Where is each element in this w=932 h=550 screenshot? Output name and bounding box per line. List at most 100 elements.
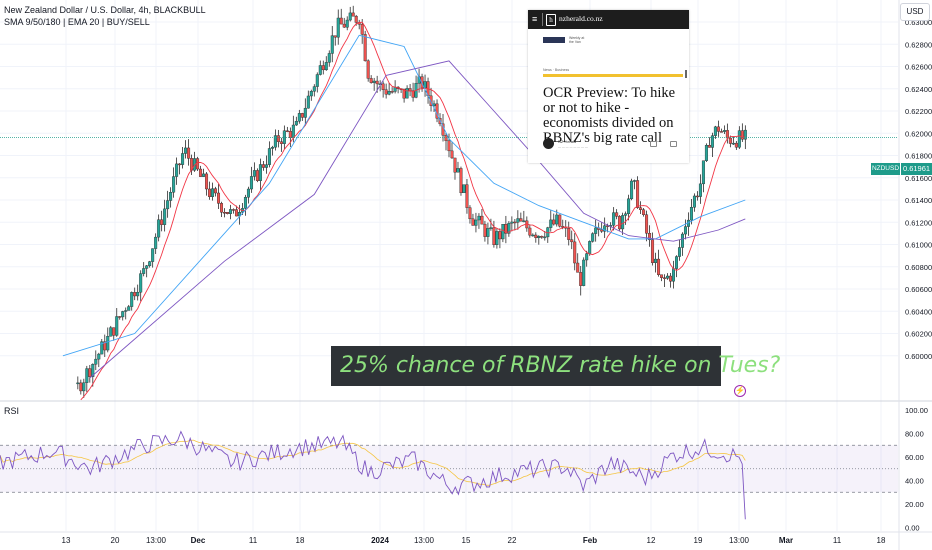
candle-up bbox=[722, 130, 726, 132]
candle-down bbox=[429, 95, 433, 106]
time-axis[interactable]: 13 20 13:00 Dec 11 18 2024 13:00 15 22 Feb 12 19 13:0… bbox=[62, 536, 886, 545]
candle-up bbox=[121, 311, 125, 318]
candle-down bbox=[480, 215, 484, 225]
candle-down bbox=[573, 241, 577, 264]
candle-down bbox=[483, 223, 487, 237]
candle-up bbox=[100, 341, 104, 355]
candle-down bbox=[375, 80, 379, 85]
candle-up bbox=[555, 214, 559, 225]
time-tick-label: 12 bbox=[647, 536, 656, 545]
time-tick-label: 11 bbox=[249, 536, 258, 545]
candle-down bbox=[285, 130, 289, 132]
candle-down bbox=[222, 212, 226, 214]
candle-down bbox=[402, 88, 406, 99]
candle-down bbox=[351, 12, 355, 17]
candle-up bbox=[163, 208, 167, 225]
candle-up bbox=[294, 121, 298, 126]
candle-up bbox=[495, 231, 499, 245]
candle-up bbox=[166, 200, 170, 210]
candle-up bbox=[654, 258, 658, 263]
candle-up bbox=[228, 209, 232, 214]
candle-up bbox=[582, 259, 586, 286]
candle-up bbox=[692, 195, 696, 208]
candle-up bbox=[698, 183, 702, 197]
candle-up bbox=[627, 198, 631, 214]
breadcrumb: News · Business bbox=[543, 68, 570, 72]
candle-up bbox=[510, 221, 514, 224]
candle-down bbox=[561, 226, 565, 228]
symbol-tag: NZDUSD bbox=[871, 163, 900, 175]
candle-up bbox=[258, 164, 262, 181]
candle-up bbox=[124, 310, 128, 312]
candle-up bbox=[175, 163, 179, 177]
candle-up bbox=[603, 225, 607, 232]
candle-up bbox=[85, 368, 89, 383]
rsi-label[interactable]: RSI bbox=[4, 406, 20, 416]
time-tick-label: 22 bbox=[508, 536, 517, 545]
candle-up bbox=[522, 220, 526, 223]
indicator-legend[interactable]: SMA 9/50/180 | EMA 20 | BUY/SELL bbox=[4, 17, 150, 27]
candle-down bbox=[468, 207, 472, 220]
rsi-tick-label: 0.00 bbox=[905, 524, 920, 533]
candle-down bbox=[567, 228, 571, 240]
price-tick-label: 0.62800 bbox=[905, 40, 932, 49]
candle-down bbox=[498, 231, 502, 240]
candle-up bbox=[713, 126, 717, 136]
candle-up bbox=[318, 65, 322, 75]
candle-down bbox=[178, 163, 182, 166]
author-avatar bbox=[543, 138, 554, 149]
candle-up bbox=[348, 12, 352, 21]
candle-down bbox=[390, 91, 394, 93]
candle-up bbox=[273, 135, 277, 148]
candle-up bbox=[683, 226, 687, 235]
lightning-event-icon[interactable]: ⚡ bbox=[734, 385, 746, 397]
candle-up bbox=[372, 80, 376, 83]
candle-down bbox=[112, 327, 116, 336]
currency-unit-button[interactable]: USD bbox=[900, 3, 930, 21]
price-tick-label: 0.62000 bbox=[905, 129, 932, 138]
candle-down bbox=[369, 78, 373, 83]
candle-down bbox=[255, 170, 259, 181]
candle-up bbox=[157, 219, 161, 238]
candle-down bbox=[513, 221, 517, 224]
price-tick-label: 0.62400 bbox=[905, 85, 932, 94]
rsi-tick-label: 60.00 bbox=[905, 453, 924, 462]
candle-down bbox=[300, 113, 304, 118]
candle-down bbox=[208, 188, 212, 197]
price-tick-label: 0.60000 bbox=[905, 352, 932, 361]
candle-down bbox=[707, 144, 711, 148]
candle-down bbox=[660, 274, 664, 278]
candle-up bbox=[624, 213, 628, 216]
candle-up bbox=[405, 88, 409, 99]
candle-down bbox=[615, 212, 619, 217]
candle-down bbox=[217, 192, 221, 204]
rsi-tick-label: 20.00 bbox=[905, 500, 924, 509]
candle-up bbox=[202, 173, 206, 177]
candle-down bbox=[471, 218, 475, 226]
candle-down bbox=[199, 168, 203, 177]
candle-down bbox=[492, 227, 496, 245]
candle-down bbox=[552, 219, 556, 225]
candle-up bbox=[680, 233, 684, 248]
candle-up bbox=[130, 292, 134, 307]
candle-up bbox=[151, 248, 155, 262]
candle-up bbox=[306, 95, 310, 109]
candle-down bbox=[636, 180, 640, 208]
candle-up bbox=[543, 236, 547, 239]
candle-down bbox=[214, 188, 218, 194]
rsi-band bbox=[0, 445, 898, 493]
candle-up bbox=[516, 218, 520, 223]
divider bbox=[542, 13, 543, 26]
author-name: NZ Herald bbox=[558, 139, 577, 144]
candle-down bbox=[234, 209, 238, 217]
candle-up bbox=[345, 19, 349, 28]
share-icon bbox=[670, 141, 677, 147]
last-price-tag: 0.61961 bbox=[901, 163, 932, 175]
time-tick-label: Mar bbox=[779, 536, 793, 545]
price-axis[interactable]: 0.63000 0.62800 0.62600 0.62400 0.62200 0.620… bbox=[905, 18, 932, 361]
candle-down bbox=[447, 140, 451, 152]
candle-up bbox=[184, 147, 188, 154]
candle-up bbox=[252, 170, 256, 177]
candle-down bbox=[261, 164, 265, 168]
price-tick-label: 0.62200 bbox=[905, 107, 932, 116]
